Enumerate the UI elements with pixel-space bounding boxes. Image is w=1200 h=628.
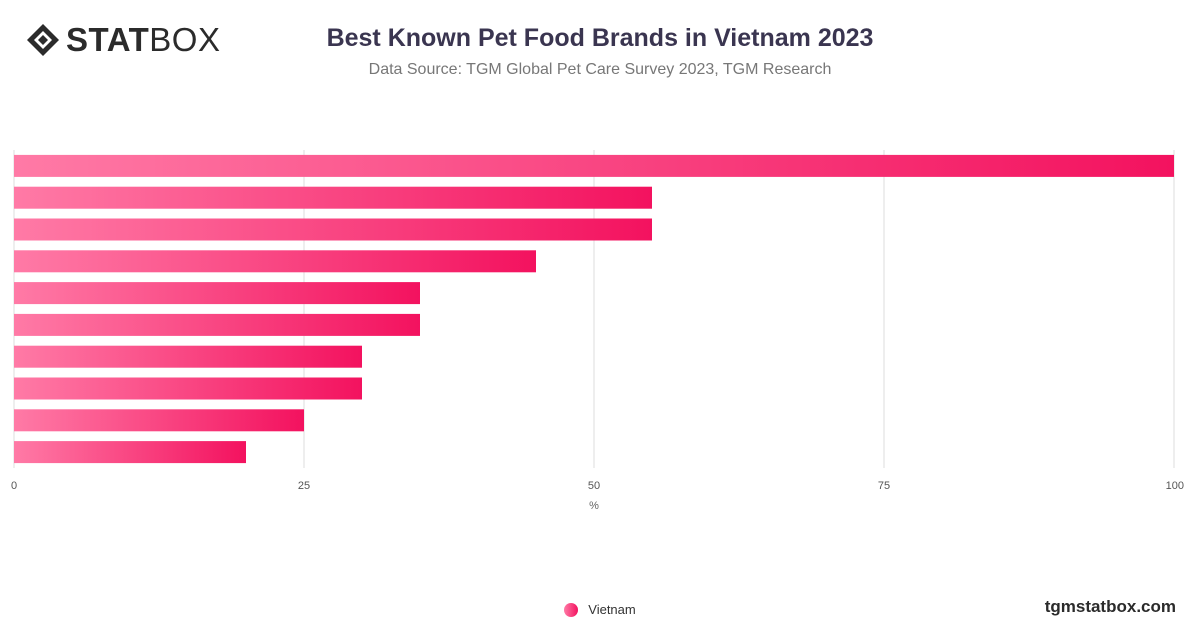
site-url[interactable]: tgmstatbox.com xyxy=(1044,597,1176,616)
statbox-diamond-icon xyxy=(27,24,59,56)
statbox-logo: STATBOX xyxy=(26,22,220,58)
legend-label-vietnam: Vietnam xyxy=(588,602,636,617)
chart-subtitle: Data Source: TGM Global Pet Care Survey … xyxy=(368,61,832,78)
bar-7[interactable] xyxy=(14,345,362,368)
bar-8[interactable] xyxy=(14,377,362,400)
logo-text-light: BOX xyxy=(149,21,221,58)
logo-text-bold: STAT xyxy=(66,21,150,58)
bar-2[interactable] xyxy=(14,186,652,209)
chart-legend[interactable]: Vietnam xyxy=(0,602,1200,617)
bar-5[interactable] xyxy=(14,282,420,305)
chart-title: Best Known Pet Food Brands in Vietnam 20… xyxy=(326,24,874,52)
x-tick-label: 0 xyxy=(11,480,17,492)
x-tick-label: 50 xyxy=(588,480,600,492)
bar-6[interactable] xyxy=(14,313,420,336)
bar-10[interactable] xyxy=(14,441,246,464)
logo-wordmark: STATBOX xyxy=(66,22,220,58)
x-tick-label: 100 xyxy=(1166,480,1184,492)
x-tick-label: 75 xyxy=(878,480,890,492)
bar-1[interactable] xyxy=(14,154,1174,177)
x-tick-label: 25 xyxy=(298,480,310,492)
bar-9[interactable] xyxy=(14,409,304,432)
bar-3[interactable] xyxy=(14,218,652,241)
x-axis-label: % xyxy=(589,500,599,512)
bar-4[interactable] xyxy=(14,250,536,273)
legend-marker xyxy=(564,602,579,617)
